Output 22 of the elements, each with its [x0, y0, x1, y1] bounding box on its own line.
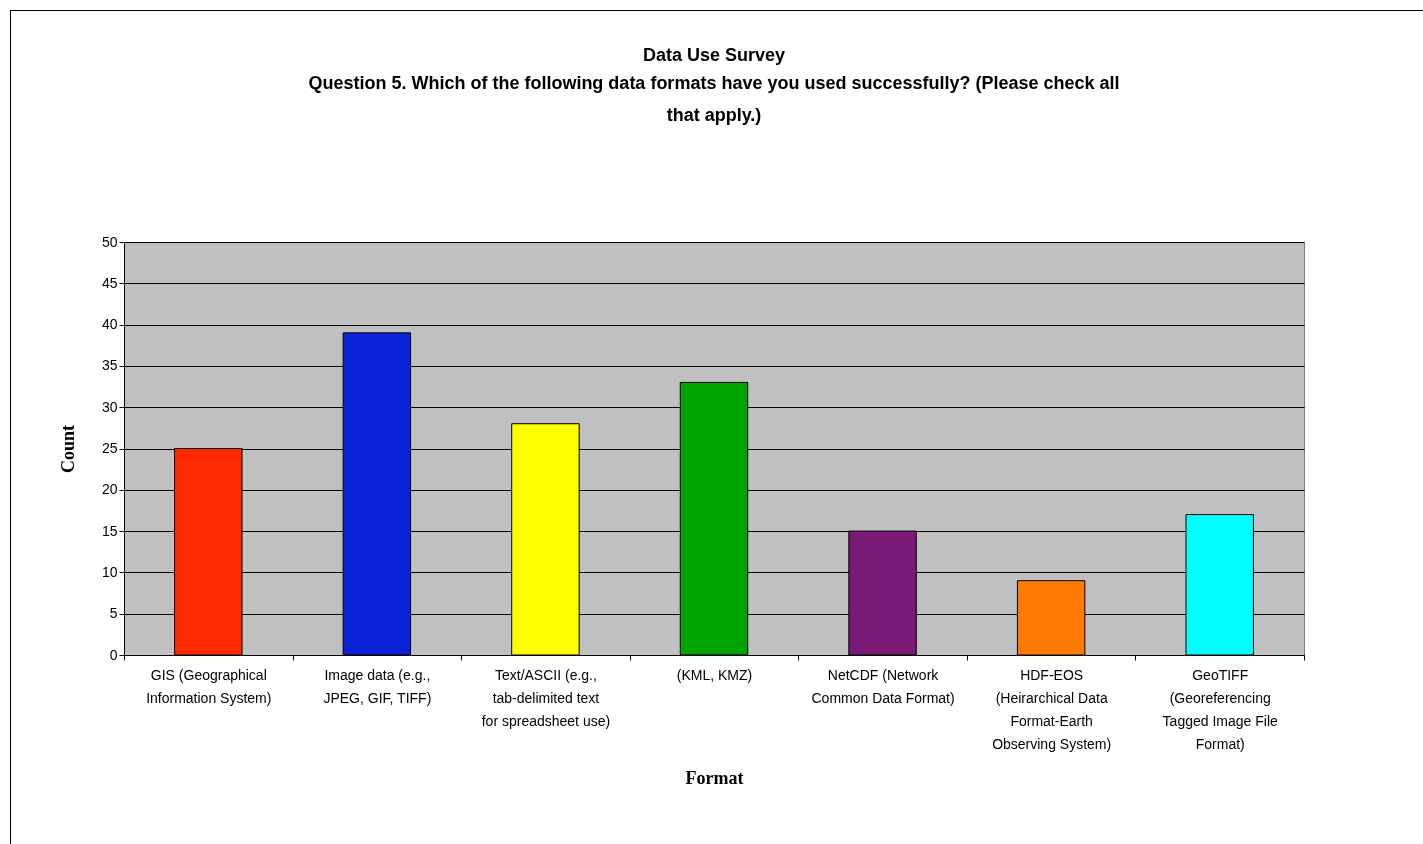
y-tick-label: 35 — [101, 357, 118, 374]
y-axis-title: Count — [57, 424, 78, 474]
x-tick-label: GIS (Geographical Information System) — [146, 666, 272, 706]
x-tick-label: Text/ASCII (e.g., tab-delimited text for spreadsheet use) — [481, 666, 611, 729]
x-tick-label: (KML, KMZ) — [676, 666, 753, 683]
chart-subtitle: Question 5. Which of the following data formats have you used successfully? (Please check all that apply.) — [308, 73, 1120, 125]
chart-title: Data Use Survey — [642, 45, 786, 65]
y-tick-label: 10 — [101, 563, 118, 580]
y-tick-label: 15 — [101, 522, 118, 539]
x-tick-label: Image data (e.g., JPEG, GIF, TIFF) — [323, 666, 432, 706]
y-tick-label: 40 — [101, 316, 118, 333]
y-tick-label: 45 — [101, 274, 118, 291]
y-tick-label: 30 — [101, 398, 118, 415]
x-tick-label: GeoTIFF (Georeferencing Tagged Image File Format) — [1162, 666, 1279, 752]
x-tick-label: NetCDF (Network Common Data Format) — [811, 666, 955, 706]
x-axis-title: Format — [685, 767, 744, 788]
y-tick-label: 25 — [101, 440, 118, 456]
y-tick-label: 0 — [109, 646, 118, 663]
y-tick-label: 20 — [101, 481, 118, 498]
x-tick-label: HDF-EOS (Heirarchical Data Format-Earth Observing System) — [992, 666, 1112, 752]
y-tick-label: 50 — [101, 233, 118, 250]
y-tick-label: 5 — [109, 605, 118, 622]
